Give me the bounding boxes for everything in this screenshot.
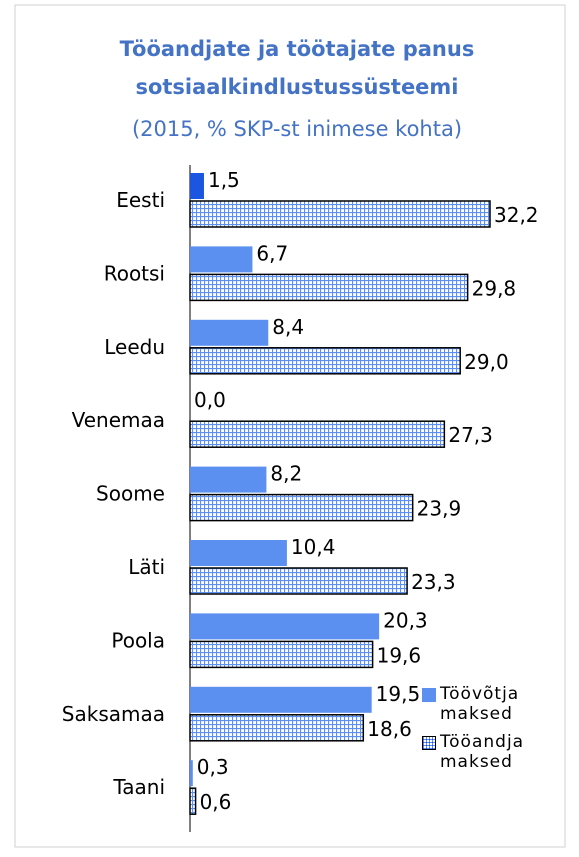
bar: [189, 493, 414, 522]
bar: [190, 466, 267, 493]
legend-label: Töövõtja maksed: [440, 684, 520, 724]
category-label: Venemaa: [72, 408, 165, 432]
bar: [190, 686, 372, 713]
bar: [189, 273, 469, 302]
legend-label: Tööandja maksed: [440, 732, 525, 772]
value-label: 1,5: [208, 168, 240, 192]
title-line: Tööandjate ja töötajate panus: [120, 37, 475, 61]
bar: [189, 200, 491, 228]
bar: [190, 246, 253, 273]
bar: [189, 347, 461, 375]
category-label: Rootsi: [104, 261, 165, 285]
bar: [190, 540, 287, 566]
value-label: 0,6: [200, 790, 232, 814]
value-label: 19,6: [377, 643, 422, 667]
value-label: 19,5: [376, 682, 421, 706]
value-label: 10,4: [291, 535, 336, 559]
value-label: 32,2: [494, 203, 539, 227]
value-label: 0,0: [194, 388, 226, 412]
value-label: 27,3: [448, 423, 493, 447]
value-label: 6,7: [256, 241, 288, 265]
value-label: 29,0: [464, 350, 509, 374]
bar: [190, 613, 380, 640]
value-label: 23,3: [411, 570, 456, 594]
value-label: 23,9: [417, 497, 462, 521]
legend-item: Tööandja maksed: [422, 732, 562, 772]
frame: [14, 4, 566, 848]
category-label: Taani: [112, 775, 165, 799]
title-line: sotsiaalkindlustussüsteemi: [135, 75, 458, 99]
category-label: Poola: [111, 628, 165, 652]
bar: [189, 567, 408, 595]
chart-title: Tööandjate ja töötajate panus sotsiaalkin…: [120, 37, 475, 99]
value-label: 29,8: [472, 276, 517, 300]
bar: [190, 319, 269, 346]
bar: [189, 640, 374, 669]
category-label: Eesti: [116, 188, 165, 212]
bar: [190, 173, 204, 199]
legend-swatch: [422, 688, 436, 702]
value-label: 20,3: [383, 608, 428, 632]
legend-item: Töövõtja maksed: [422, 684, 562, 724]
legend: Töövõtja maksed Tööandja maksed: [422, 684, 562, 780]
legend-swatch: [422, 736, 436, 750]
bar: [189, 420, 446, 448]
bar: [189, 714, 365, 742]
bar: [190, 760, 193, 787]
chart-subtitle: (2015, % SKP-st inimese kohta): [132, 117, 462, 141]
category-label: Läti: [128, 555, 165, 579]
value-label: 18,6: [367, 717, 412, 741]
value-label: 8,4: [272, 315, 304, 339]
category-label: Leedu: [104, 335, 165, 359]
category-label: Soome: [96, 482, 165, 506]
category-label: Saksamaa: [62, 702, 165, 726]
bar: [189, 787, 197, 815]
value-label: 0,3: [197, 755, 229, 779]
value-label: 8,2: [270, 462, 302, 486]
